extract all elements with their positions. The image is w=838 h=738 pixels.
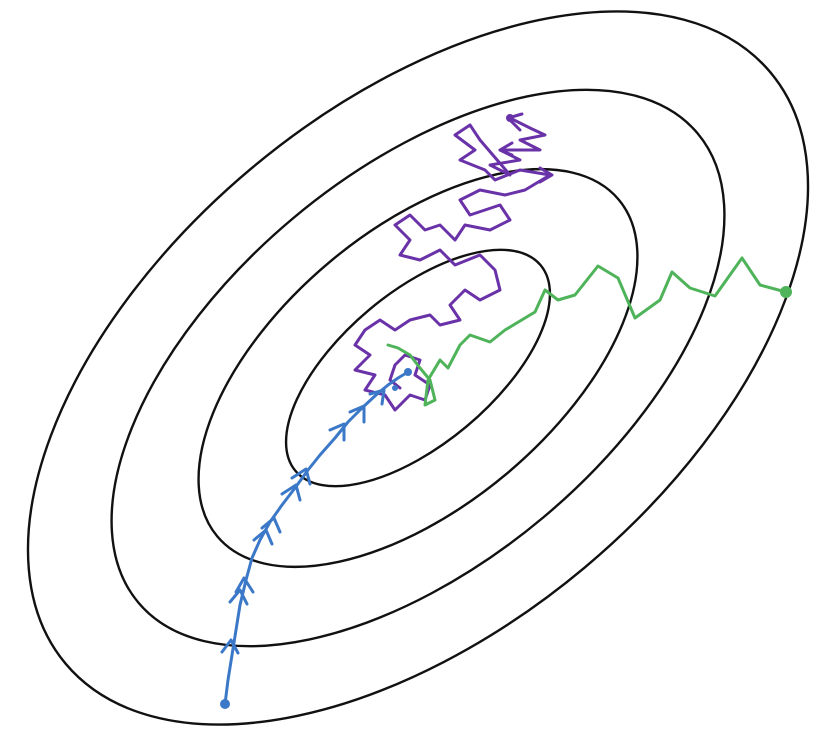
purple-arrowhead-2 bbox=[538, 166, 554, 184]
blue-arrowhead-7 bbox=[290, 467, 312, 486]
blue-arrowhead-10 bbox=[368, 388, 386, 406]
purple-descent-path bbox=[353, 116, 552, 412]
blue-end-dot bbox=[404, 368, 412, 376]
contour-ring-3 bbox=[110, 88, 726, 648]
blue-arrowhead-8 bbox=[328, 422, 346, 442]
blue-arrowhead-3 bbox=[234, 576, 255, 594]
blue-arrowhead-4 bbox=[252, 528, 274, 546]
blue-descent-path bbox=[223, 370, 410, 706]
green-descent-path bbox=[386, 256, 788, 407]
green-start-dot bbox=[780, 286, 792, 298]
purple-start-dot bbox=[506, 114, 514, 122]
purple-path-group bbox=[353, 112, 554, 412]
blue-arrowhead-1 bbox=[220, 638, 240, 655]
green-path-group bbox=[386, 256, 792, 407]
blue-path-group bbox=[220, 368, 412, 709]
blue-mid-dot bbox=[392, 385, 398, 391]
blue-arrowhead-2 bbox=[228, 588, 249, 606]
blue-arrowhead-9 bbox=[348, 404, 366, 424]
blue-arrowhead-6 bbox=[280, 483, 302, 502]
blue-arrowhead-5 bbox=[260, 516, 282, 534]
blue-start-dot bbox=[220, 699, 230, 709]
purple-arrowhead-3 bbox=[498, 141, 514, 157]
contour-ring-inner bbox=[284, 248, 552, 488]
contour-ring-2 bbox=[197, 167, 639, 569]
